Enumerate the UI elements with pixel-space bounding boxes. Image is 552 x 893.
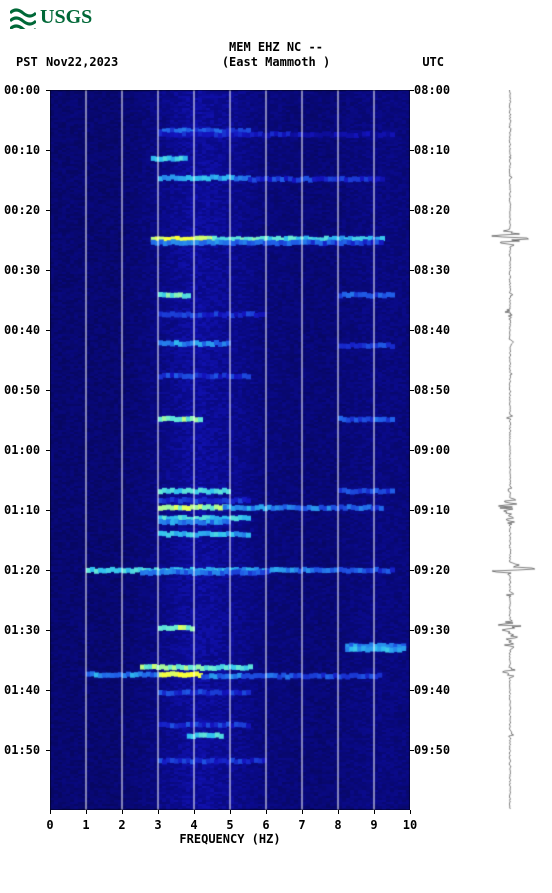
spectrogram-canvas — [50, 90, 410, 810]
y-tick-utc: 09:40 — [414, 683, 450, 697]
x-tick: 10 — [403, 818, 417, 832]
y-tick-utc: 08:30 — [414, 263, 450, 277]
usgs-logo-text: USGS — [40, 6, 92, 29]
x-tick: 8 — [334, 818, 341, 832]
usgs-logo: USGS — [10, 6, 92, 29]
y-tick-pst: 00:40 — [4, 323, 40, 337]
station-header: MEM EHZ NC -- — [0, 40, 552, 54]
utc-label: UTC — [422, 55, 444, 69]
y-tick-utc: 09:00 — [414, 443, 450, 457]
usgs-wave-icon — [10, 7, 36, 29]
location-label: (East Mammoth ) — [0, 55, 552, 69]
x-tick: 2 — [118, 818, 125, 832]
y-tick-utc: 08:10 — [414, 143, 450, 157]
y-tick-utc: 09:20 — [414, 563, 450, 577]
y-tick-utc: 08:20 — [414, 203, 450, 217]
x-tick: 5 — [226, 818, 233, 832]
y-tick-utc: 08:00 — [414, 83, 450, 97]
y-tick-pst: 00:30 — [4, 263, 40, 277]
waveform-trace — [480, 90, 540, 810]
y-tick-utc: 08:40 — [414, 323, 450, 337]
y-tick-utc: 09:30 — [414, 623, 450, 637]
y-tick-pst: 01:30 — [4, 623, 40, 637]
y-tick-pst: 01:50 — [4, 743, 40, 757]
station-code: MEM EHZ NC -- — [229, 40, 323, 54]
waveform-canvas — [480, 90, 540, 810]
x-axis-label: FREQUENCY (HZ) — [50, 832, 410, 846]
y-tick-utc: 08:50 — [414, 383, 450, 397]
x-tick: 7 — [298, 818, 305, 832]
x-tick: 6 — [262, 818, 269, 832]
x-tick: 3 — [154, 818, 161, 832]
y-tick-pst: 01:20 — [4, 563, 40, 577]
y-tick-pst: 01:00 — [4, 443, 40, 457]
spectrogram-plot — [50, 90, 410, 810]
x-tick: 4 — [190, 818, 197, 832]
x-tick: 9 — [370, 818, 377, 832]
y-tick-utc: 09:10 — [414, 503, 450, 517]
y-tick-pst: 01:40 — [4, 683, 40, 697]
y-tick-pst: 00:10 — [4, 143, 40, 157]
y-tick-utc: 09:50 — [414, 743, 450, 757]
y-tick-pst: 00:00 — [4, 83, 40, 97]
x-tick: 1 — [82, 818, 89, 832]
y-tick-pst: 01:10 — [4, 503, 40, 517]
y-tick-pst: 00:20 — [4, 203, 40, 217]
y-tick-pst: 00:50 — [4, 383, 40, 397]
x-tick: 0 — [46, 818, 53, 832]
